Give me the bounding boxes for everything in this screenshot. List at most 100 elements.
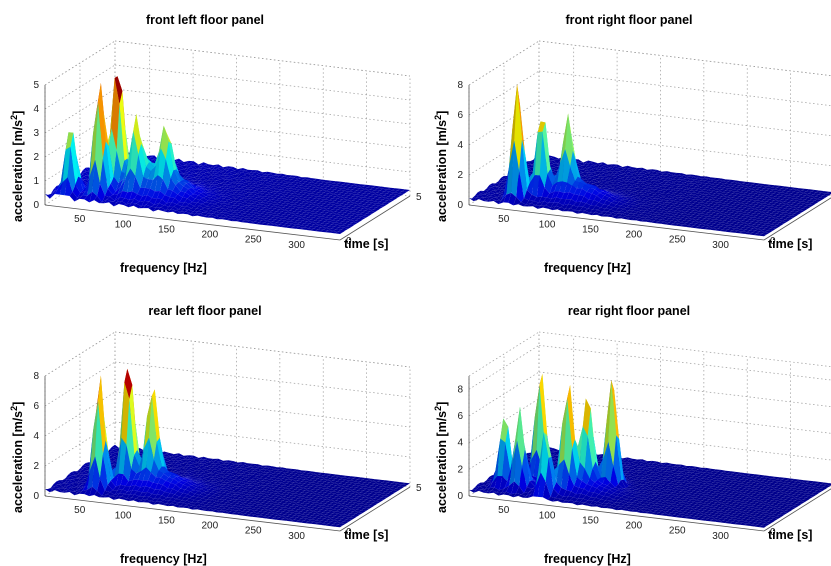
surface-patch [302, 501, 311, 504]
surface-patch [614, 175, 623, 179]
surface-patch [399, 191, 408, 194]
surface-patch [681, 220, 690, 223]
surface-patch [289, 479, 298, 483]
surface-patch [293, 473, 301, 477]
surface-patch [479, 194, 488, 198]
surface-patch [560, 113, 569, 163]
surface-patch [747, 230, 756, 233]
surface-patch [334, 492, 343, 495]
surface-patch [757, 183, 766, 186]
surface-patch [359, 212, 368, 216]
surface-patch [349, 211, 358, 214]
surface-patch [619, 191, 627, 195]
surface-patch [190, 467, 199, 471]
surface-patch [662, 213, 671, 216]
surface-patch [343, 226, 352, 229]
surface-patch [207, 177, 216, 181]
surface-patch [716, 478, 724, 481]
surface-patch [673, 464, 682, 467]
surface-patch [124, 191, 133, 200]
surface-patch [788, 189, 797, 192]
surface-patch [730, 484, 738, 488]
surface-patch [289, 512, 298, 516]
surface-patch [84, 486, 93, 497]
surface-patch [594, 209, 603, 214]
surface-patch [786, 213, 795, 216]
surface-patch [766, 210, 775, 214]
surface-patch [264, 209, 272, 213]
surface-patch [345, 478, 353, 481]
surface-patch [341, 495, 350, 498]
surface-patch [764, 186, 773, 189]
surface-patch [689, 192, 698, 195]
surface-patch [247, 216, 256, 220]
surface-patch [688, 477, 697, 480]
surface-patch [240, 484, 249, 488]
surface-patch [305, 206, 314, 209]
surface-patch [756, 209, 765, 212]
surface-patch [649, 472, 658, 475]
surface-patch [278, 505, 287, 508]
surface-patch [219, 475, 228, 478]
surface-patch [231, 185, 240, 189]
surface-patch [326, 215, 334, 218]
surface-patch [371, 201, 380, 204]
surface-patch [752, 230, 760, 234]
surface-patch [713, 211, 722, 214]
surface-patch [348, 476, 356, 479]
surface-patch [271, 224, 279, 227]
surface-patch [786, 187, 795, 190]
surface-patch [726, 210, 735, 213]
surface-patch [604, 193, 613, 198]
surface-patch [333, 192, 342, 195]
surface-patch [635, 466, 644, 469]
surface-patch [220, 460, 229, 463]
surface-patch [217, 484, 226, 487]
surface-patch [705, 470, 714, 473]
surface-patch [680, 213, 689, 216]
surface-patch [256, 493, 264, 496]
surface-patch [744, 206, 753, 209]
surface-patch [179, 474, 188, 477]
surface-patch [663, 198, 672, 201]
surface-patch [659, 473, 667, 477]
surface-patch [661, 184, 669, 187]
surface-patch [279, 222, 287, 226]
surface-patch [102, 195, 110, 203]
surface-patch [181, 466, 189, 469]
surface-patch [342, 208, 351, 211]
surface-patch [296, 515, 305, 519]
surface-patch [219, 464, 228, 468]
surface-patch [230, 212, 239, 215]
surface-patch [177, 474, 186, 478]
surface-patch [178, 480, 187, 485]
surface-patch [714, 228, 723, 231]
surface-patch [673, 188, 681, 191]
surface-patch [795, 483, 804, 487]
surface-patch [199, 461, 208, 464]
surface-patch [698, 209, 707, 212]
surface-patch [327, 489, 336, 492]
surface-patch [245, 214, 254, 217]
surface-patch [715, 180, 723, 183]
surface-patch [343, 215, 352, 218]
surface-patch [715, 202, 724, 205]
surface-patch [330, 524, 338, 527]
surface-patch [134, 450, 143, 467]
surface-patch [308, 471, 317, 474]
surface-patch [317, 514, 326, 517]
surface-patch [617, 174, 626, 178]
surface-patch [524, 152, 533, 183]
surface-patch [181, 497, 190, 501]
surface-patch [700, 469, 709, 473]
surface-patch [90, 400, 98, 470]
surface-patch [300, 509, 309, 513]
surface-patch [357, 477, 366, 480]
surface-patch [200, 478, 209, 482]
surface-patch [207, 203, 215, 207]
surface-patch [733, 187, 742, 190]
surface-patch [495, 180, 504, 184]
surface-patch [173, 498, 182, 503]
surface-patch [353, 498, 362, 502]
surface-patch [279, 489, 288, 493]
